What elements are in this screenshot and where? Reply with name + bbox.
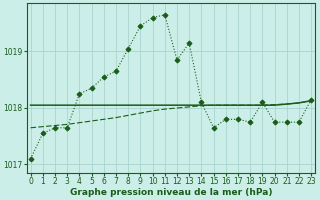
- X-axis label: Graphe pression niveau de la mer (hPa): Graphe pression niveau de la mer (hPa): [70, 188, 272, 197]
